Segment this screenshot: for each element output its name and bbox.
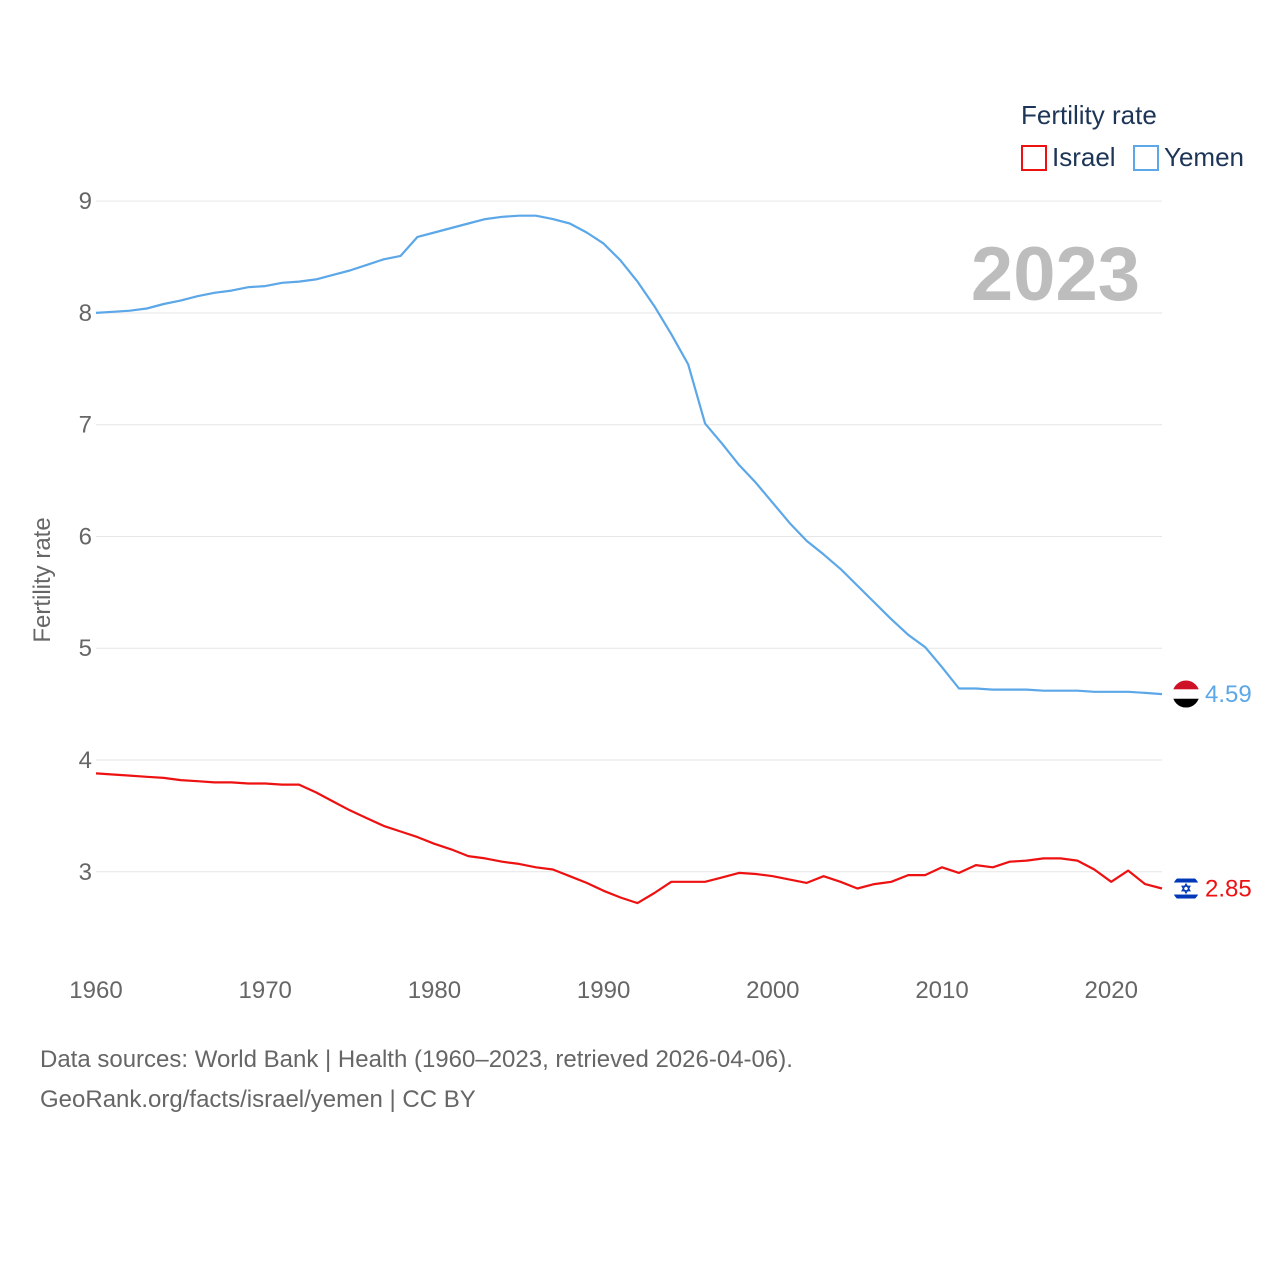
- legend-title: Fertility rate: [1021, 100, 1157, 130]
- x-tick-2020: 2020: [1085, 977, 1138, 1004]
- x-tick-1980: 1980: [408, 977, 461, 1004]
- end-value-yemen: 4.59: [1205, 681, 1252, 708]
- x-axis-ticks: 1960 1970 1980 1990 2000 2010 2020: [69, 977, 1138, 1004]
- x-tick-1960: 1960: [69, 977, 122, 1004]
- x-tick-1970: 1970: [239, 977, 292, 1004]
- data-sources: Data sources: World Bank | Health (1960–…: [40, 1040, 1240, 1120]
- series-line-israel[interactable]: [95, 772, 1163, 905]
- legend-label-yemen: Yemen: [1164, 142, 1244, 172]
- end-value-israel: 2.85: [1205, 876, 1252, 903]
- y-tick-3: 3: [79, 859, 92, 886]
- yemen-flag-icon: [1171, 679, 1201, 709]
- y-tick-8: 8: [79, 300, 92, 327]
- current-year-label: 2023: [971, 232, 1140, 317]
- sources-line-2[interactable]: GeoRank.org/facts/israel/yemen | CC BY: [40, 1086, 476, 1113]
- y-axis-ticks: 3 4 5 6 7 8 9: [79, 188, 92, 886]
- y-tick-4: 4: [79, 747, 92, 774]
- israel-flag-icon: [1171, 874, 1201, 904]
- legend-item-yemen[interactable]: Yemen: [1133, 142, 1244, 172]
- sources-line-1: Data sources: World Bank | Health (1960–…: [40, 1046, 793, 1073]
- legend: Fertility rate Israel Yemen: [1021, 100, 1244, 172]
- legend-swatch-israel: [1021, 145, 1047, 171]
- legend-label-israel: Israel: [1052, 142, 1116, 172]
- y-tick-6: 6: [79, 523, 92, 550]
- x-tick-1990: 1990: [577, 977, 630, 1004]
- grid-lines: [96, 200, 1162, 873]
- legend-swatch-yemen: [1133, 145, 1159, 171]
- series-layer: [95, 214, 1163, 905]
- legend-item-israel[interactable]: Israel: [1021, 142, 1116, 172]
- y-tick-9: 9: [79, 188, 92, 215]
- series-line-yemen[interactable]: [95, 214, 1163, 696]
- x-tick-2010: 2010: [915, 977, 968, 1004]
- y-tick-7: 7: [79, 412, 92, 439]
- y-axis-title: Fertility rate: [29, 517, 56, 642]
- end-markers: 2.85 4.59: [1171, 679, 1252, 904]
- y-tick-5: 5: [79, 635, 92, 662]
- x-tick-2000: 2000: [746, 977, 799, 1004]
